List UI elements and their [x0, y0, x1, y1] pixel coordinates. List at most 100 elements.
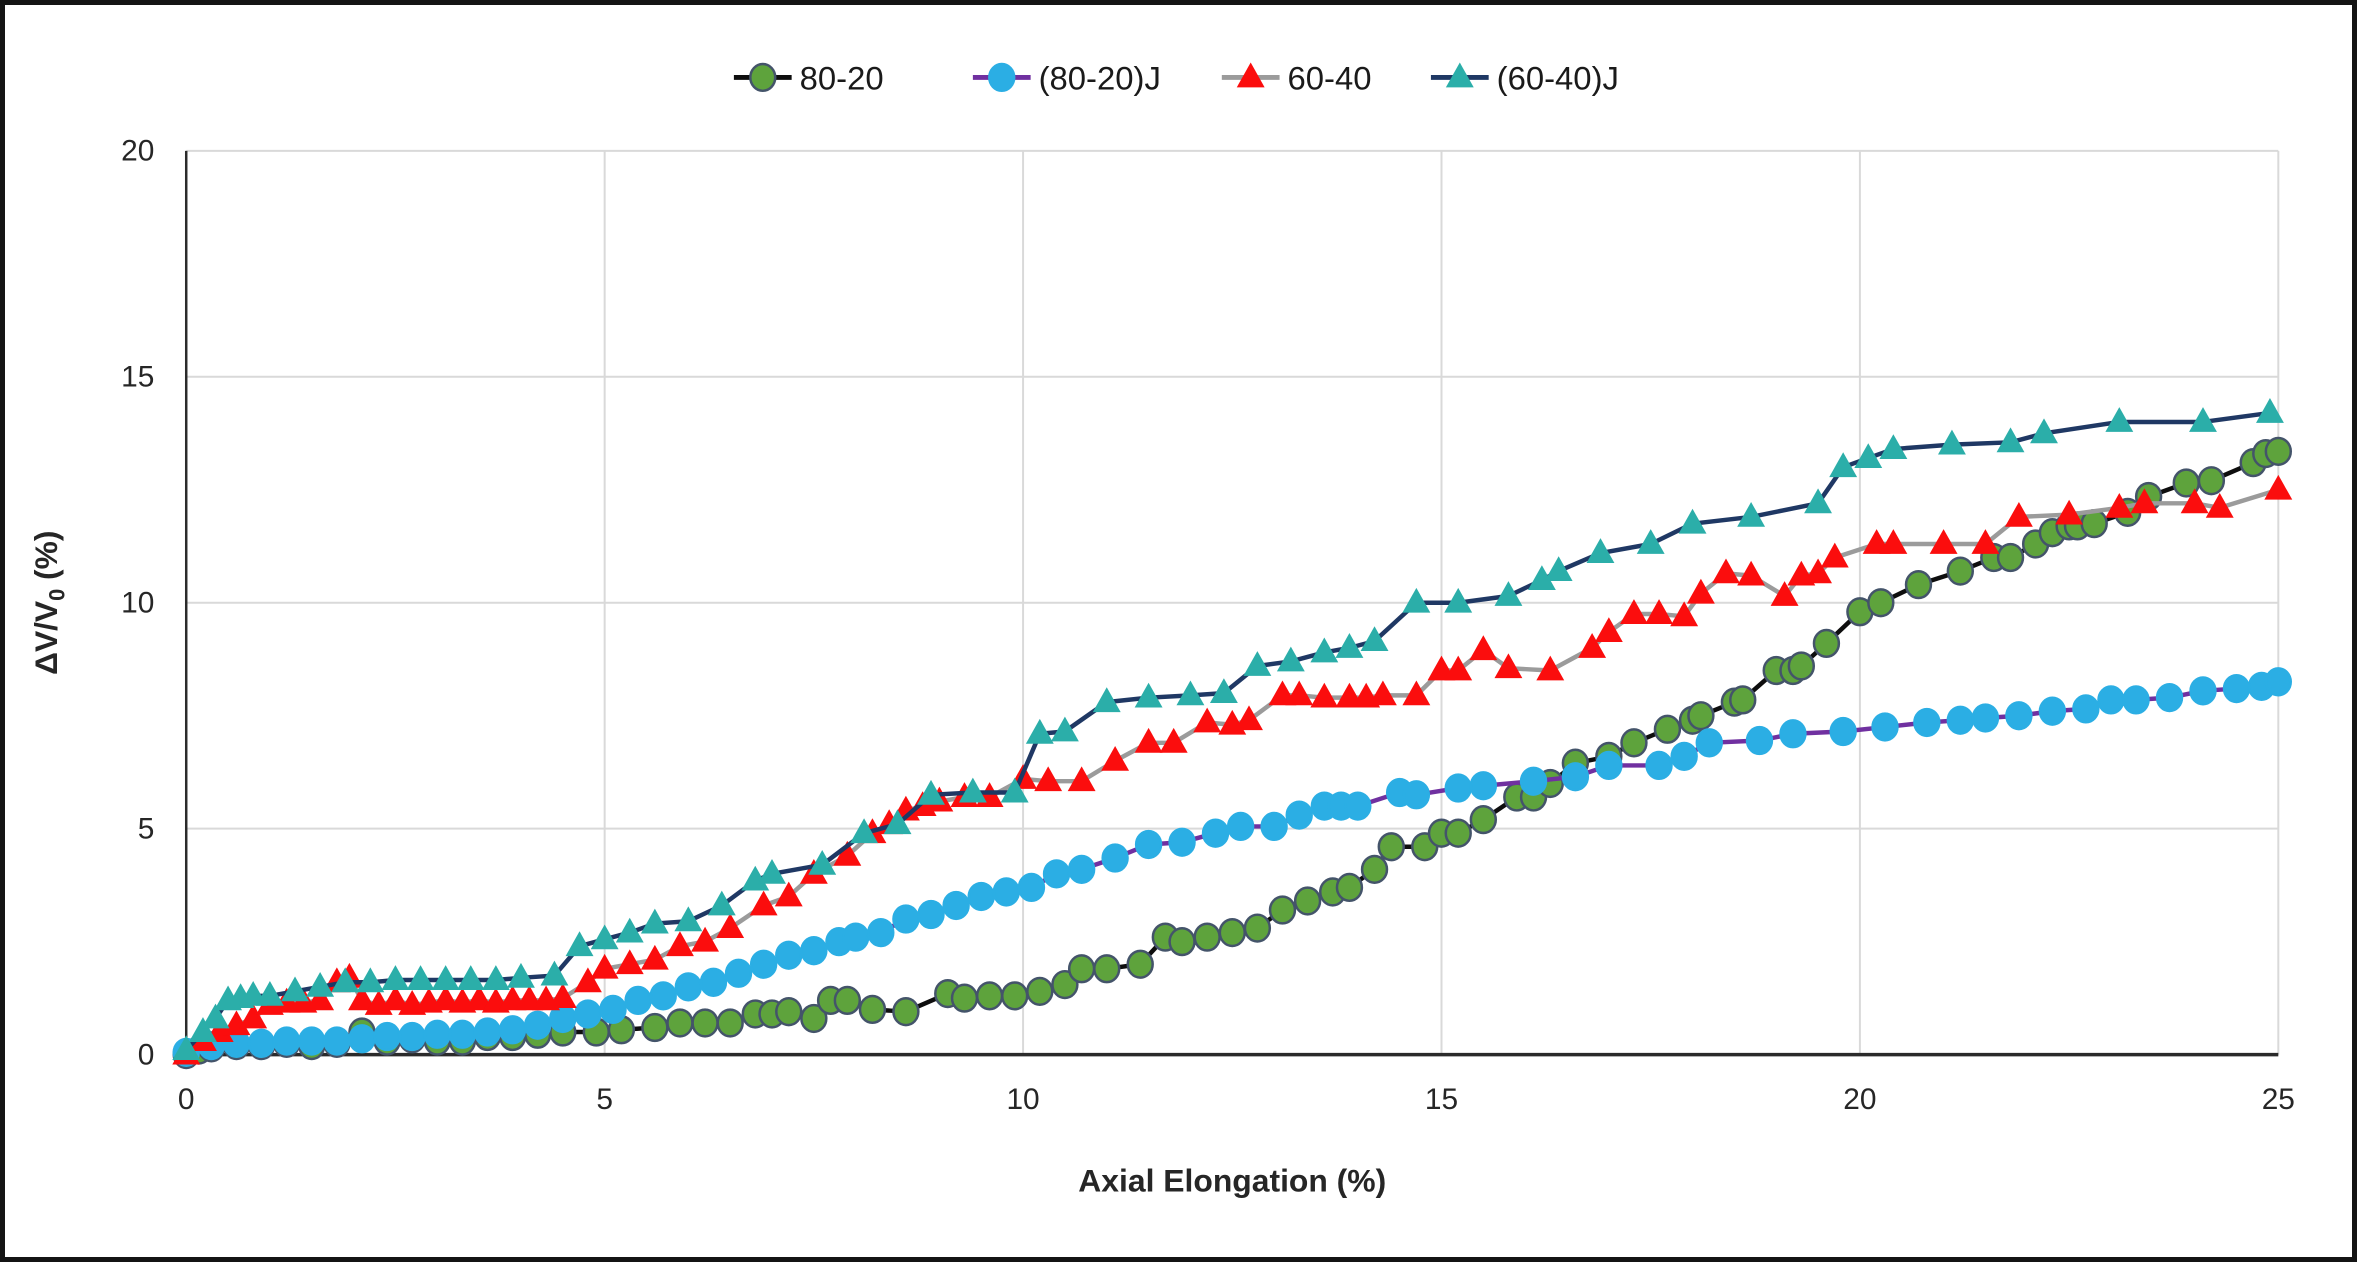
data-point-60-40	[431, 985, 460, 1011]
data-point-(60-40)J	[1209, 678, 1238, 704]
data-point-(80-20)J	[348, 1024, 376, 1054]
data-point-(80-20)J	[1168, 827, 1196, 857]
data-point-(60-40)J	[674, 906, 703, 932]
data-point-(60-40)J	[1134, 682, 1163, 708]
data-point-60-40	[465, 985, 494, 1011]
data-point-(60-40)J	[431, 965, 460, 990]
data-point-60-40	[1134, 727, 1163, 753]
data-point-(60-40)J	[1829, 452, 1858, 478]
data-point-(80-20)J	[1201, 818, 1230, 848]
data-point-60-40	[2264, 474, 2293, 500]
data-point-(80-20)J	[247, 1028, 276, 1058]
data-point-60-40	[1101, 746, 1130, 771]
data-point-60-40	[1368, 680, 1397, 706]
data-point-(60-40)J	[540, 960, 569, 986]
data-point-(80-20)J	[599, 994, 627, 1025]
data-point-(80-20)J	[1871, 712, 1899, 742]
data-point-80-20	[716, 1008, 744, 1038]
data-point-60-40	[1594, 617, 1623, 643]
data-point-(60-40)J	[1444, 587, 1473, 613]
data-point-60-40	[573, 967, 602, 993]
data-point-80-20	[641, 1012, 669, 1043]
data-point-(60-40)J	[381, 965, 410, 990]
legend-item-(80-20)J: (80-20)J	[972, 59, 1161, 96]
data-point-(80-20)J	[2189, 676, 2217, 706]
data-point-(60-40)J	[1586, 538, 1615, 563]
data-point-(80-20)J	[298, 1026, 326, 1056]
data-point-(60-40)J	[958, 777, 987, 803]
data-point-(60-40)J	[640, 908, 669, 934]
data-point-(60-40)J	[2256, 398, 2284, 423]
data-point-(80-20)J	[867, 917, 895, 948]
data-point-60-40	[716, 913, 745, 939]
x-tick-label: 15	[1425, 1083, 1458, 1116]
data-point-60-40	[548, 983, 577, 1009]
data-point-(60-40)J	[189, 1017, 217, 1042]
data-point-80-20	[1126, 949, 1154, 979]
data-point-80-20	[1620, 728, 1648, 758]
data-point-(60-40)J	[172, 1035, 201, 1061]
data-point-(80-20)J	[649, 981, 677, 1011]
data-point-60-40	[749, 890, 778, 916]
data-point-(80-20)J	[2005, 701, 2033, 731]
legend-label-(60-40)J: (60-40)J	[1497, 59, 1619, 96]
data-point-(80-20)J	[1134, 829, 1163, 860]
series-60-40	[172, 474, 2293, 1065]
data-point-(80-20)J	[800, 936, 828, 966]
data-point-(60-40)J	[2105, 407, 2134, 432]
data-point-(80-20)J	[1226, 811, 1255, 842]
data-point-80-20	[1787, 651, 1816, 681]
data-point-(60-40)J	[1996, 427, 2025, 453]
data-point-(60-40)J	[1402, 587, 1431, 613]
data-point-(80-20)J	[272, 1026, 301, 1056]
data-point-(80-20)J	[1067, 854, 1096, 884]
data-point-(80-20)J	[498, 1015, 527, 1045]
data-point-(60-40)J	[758, 858, 786, 884]
data-point-(80-20)J	[624, 985, 652, 1016]
data-point-80-20	[858, 994, 887, 1025]
data-point-60-40	[2055, 499, 2084, 525]
data-point-(80-20)J	[1971, 703, 2000, 733]
data-point-(80-20)J	[749, 949, 778, 979]
data-point-80-20	[775, 997, 803, 1027]
data-point-60-40	[666, 931, 694, 957]
data-point-60-40	[1686, 578, 1715, 604]
data-point-(60-40)J	[1879, 434, 1908, 460]
data-point-60-40	[1402, 680, 1431, 706]
gridlines	[186, 149, 2280, 1055]
data-point-(80-20)J	[724, 958, 753, 988]
y-tick-label: 15	[121, 361, 154, 394]
data-point-(80-20)J	[574, 999, 602, 1029]
data-point-60-40	[1929, 529, 1958, 554]
data-point-(80-20)J	[699, 967, 728, 997]
data-point-(60-40)J	[590, 924, 619, 950]
data-point-80-20	[1996, 542, 2025, 573]
data-point-(60-40)J	[1092, 687, 1121, 713]
y-tick-label: 10	[121, 587, 154, 620]
data-point-(60-40)J	[1636, 529, 1665, 554]
legend-item-60-40: 60-40	[1221, 59, 1372, 96]
data-point-(80-20)J	[988, 62, 1016, 93]
data-point-60-40	[774, 881, 803, 907]
x-tick-label: 25	[2262, 1083, 2295, 1116]
data-point-(60-40)J	[1527, 565, 1556, 591]
data-point-60-40	[2205, 492, 2234, 518]
data-point-60-40	[1770, 581, 1799, 606]
data-point-(60-40)J	[1243, 651, 1272, 676]
data-point-(60-40)J	[456, 965, 485, 990]
data-point-(60-40)J	[2030, 418, 2058, 444]
data-point-60-40	[222, 1010, 251, 1036]
data-point-60-40	[691, 926, 720, 952]
data-point-(60-40)J	[1276, 646, 1305, 672]
data-point-(80-20)J	[1946, 705, 1975, 735]
data-point-80-20	[1093, 954, 1121, 984]
data-point-60-40	[1235, 705, 1263, 731]
data-point-80-20	[833, 985, 862, 1016]
data-point-60-40	[1494, 653, 1523, 679]
data-point-60-40	[1067, 766, 1096, 792]
data-point-(80-20)J	[942, 890, 970, 921]
legend-item-(60-40)J: (60-40)J	[1430, 59, 1619, 96]
data-point-80-20	[1377, 832, 1405, 862]
data-point-60-40	[2004, 501, 2033, 527]
data-point-80-20	[1218, 917, 1246, 948]
